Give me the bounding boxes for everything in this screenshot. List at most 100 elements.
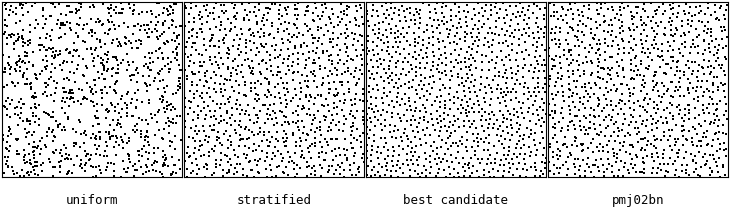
Point [167, 8, 179, 12]
Point [461, 139, 473, 142]
Point [444, 120, 456, 124]
Point [721, 102, 730, 105]
Point [279, 21, 291, 24]
Point [255, 42, 267, 45]
Point [468, 140, 480, 143]
Point [163, 119, 174, 122]
Point [426, 165, 437, 168]
Point [115, 1, 127, 4]
Point [555, 56, 566, 59]
Point [219, 77, 231, 80]
Point [403, 80, 415, 84]
Point [29, 121, 41, 124]
Point [245, 27, 256, 30]
Point [126, 42, 137, 45]
Point [157, 12, 169, 15]
Point [421, 98, 433, 102]
Point [133, 23, 145, 26]
Point [158, 149, 169, 153]
Point [427, 123, 439, 126]
Point [509, 152, 520, 155]
Point [120, 141, 132, 144]
Point [661, 120, 673, 123]
Point [534, 106, 546, 109]
Point [420, 158, 431, 161]
Point [345, 109, 357, 113]
Point [375, 151, 387, 155]
Point [602, 7, 614, 10]
Point [69, 48, 80, 52]
Point [558, 142, 570, 145]
Point [201, 163, 213, 166]
Point [558, 136, 570, 139]
Point [458, 84, 470, 87]
Point [212, 130, 224, 133]
Point [12, 59, 24, 62]
Point [599, 50, 611, 53]
Point [328, 93, 340, 97]
Point [396, 97, 408, 101]
Point [61, 152, 72, 156]
Point [181, 78, 193, 81]
Point [505, 98, 517, 102]
Point [323, 74, 334, 77]
Point [507, 163, 519, 166]
Point [569, 105, 581, 109]
Point [208, 7, 220, 10]
Point [100, 116, 112, 120]
Point [223, 48, 235, 52]
Point [303, 150, 315, 153]
Point [532, 81, 544, 85]
Point [477, 148, 489, 152]
Point [390, 136, 402, 139]
Point [4, 144, 16, 147]
Point [410, 151, 421, 154]
Point [569, 172, 580, 175]
Point [16, 60, 28, 64]
Point [466, 36, 478, 39]
Point [354, 3, 366, 7]
Point [242, 58, 254, 61]
Point [710, 17, 722, 21]
Point [693, 122, 704, 125]
Point [340, 118, 352, 121]
Point [625, 162, 637, 166]
Point [338, 93, 350, 96]
Point [238, 16, 250, 19]
Point [678, 74, 690, 77]
Point [209, 115, 220, 118]
Point [283, 57, 294, 60]
Point [19, 153, 31, 157]
Point [223, 146, 234, 149]
Point [228, 15, 239, 18]
Point [271, 121, 283, 125]
Point [432, 122, 444, 125]
Point [123, 39, 135, 42]
Point [259, 76, 271, 79]
Point [469, 78, 481, 82]
Point [322, 30, 334, 33]
Point [338, 168, 350, 171]
Point [46, 28, 58, 31]
Point [497, 2, 509, 5]
Point [309, 75, 320, 78]
Point [480, 101, 491, 104]
Point [668, 39, 680, 42]
Point [188, 92, 199, 95]
Point [665, 66, 677, 70]
Point [697, 108, 709, 112]
Point [550, 112, 561, 115]
Point [483, 40, 494, 43]
Point [148, 161, 160, 164]
Point [54, 26, 66, 30]
Point [611, 157, 623, 160]
Point [201, 167, 213, 170]
Point [182, 135, 194, 138]
Point [480, 111, 491, 114]
Point [607, 56, 618, 59]
Point [627, 145, 639, 148]
Point [45, 94, 57, 97]
Point [288, 33, 299, 37]
Point [89, 83, 101, 86]
Point [326, 7, 338, 11]
